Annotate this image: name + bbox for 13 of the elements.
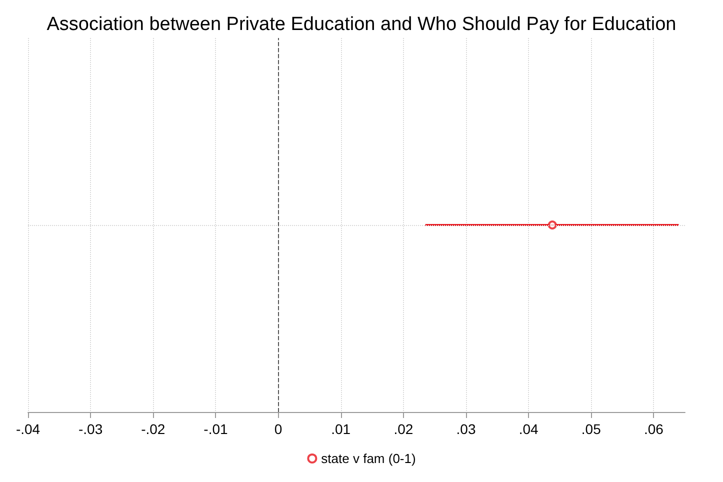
x-tick-label: .03 [456,421,476,437]
x-tick-label: .06 [644,421,664,437]
x-tick-label: .01 [331,421,351,437]
x-tick-label: .02 [394,421,414,437]
x-tick-label: -.01 [204,421,228,437]
chart-title: Association between Private Education and Who Should Pay for Education [46,14,676,35]
x-tick-label: .05 [581,421,602,437]
x-tick-label: -.03 [78,421,103,437]
x-tick-label: -.04 [16,421,40,437]
x-tick-label: -.02 [141,421,166,437]
x-tick-label: .04 [518,421,539,437]
legend-label: state v fam (0-1) [321,451,416,466]
x-tick-label: 0 [274,421,282,437]
